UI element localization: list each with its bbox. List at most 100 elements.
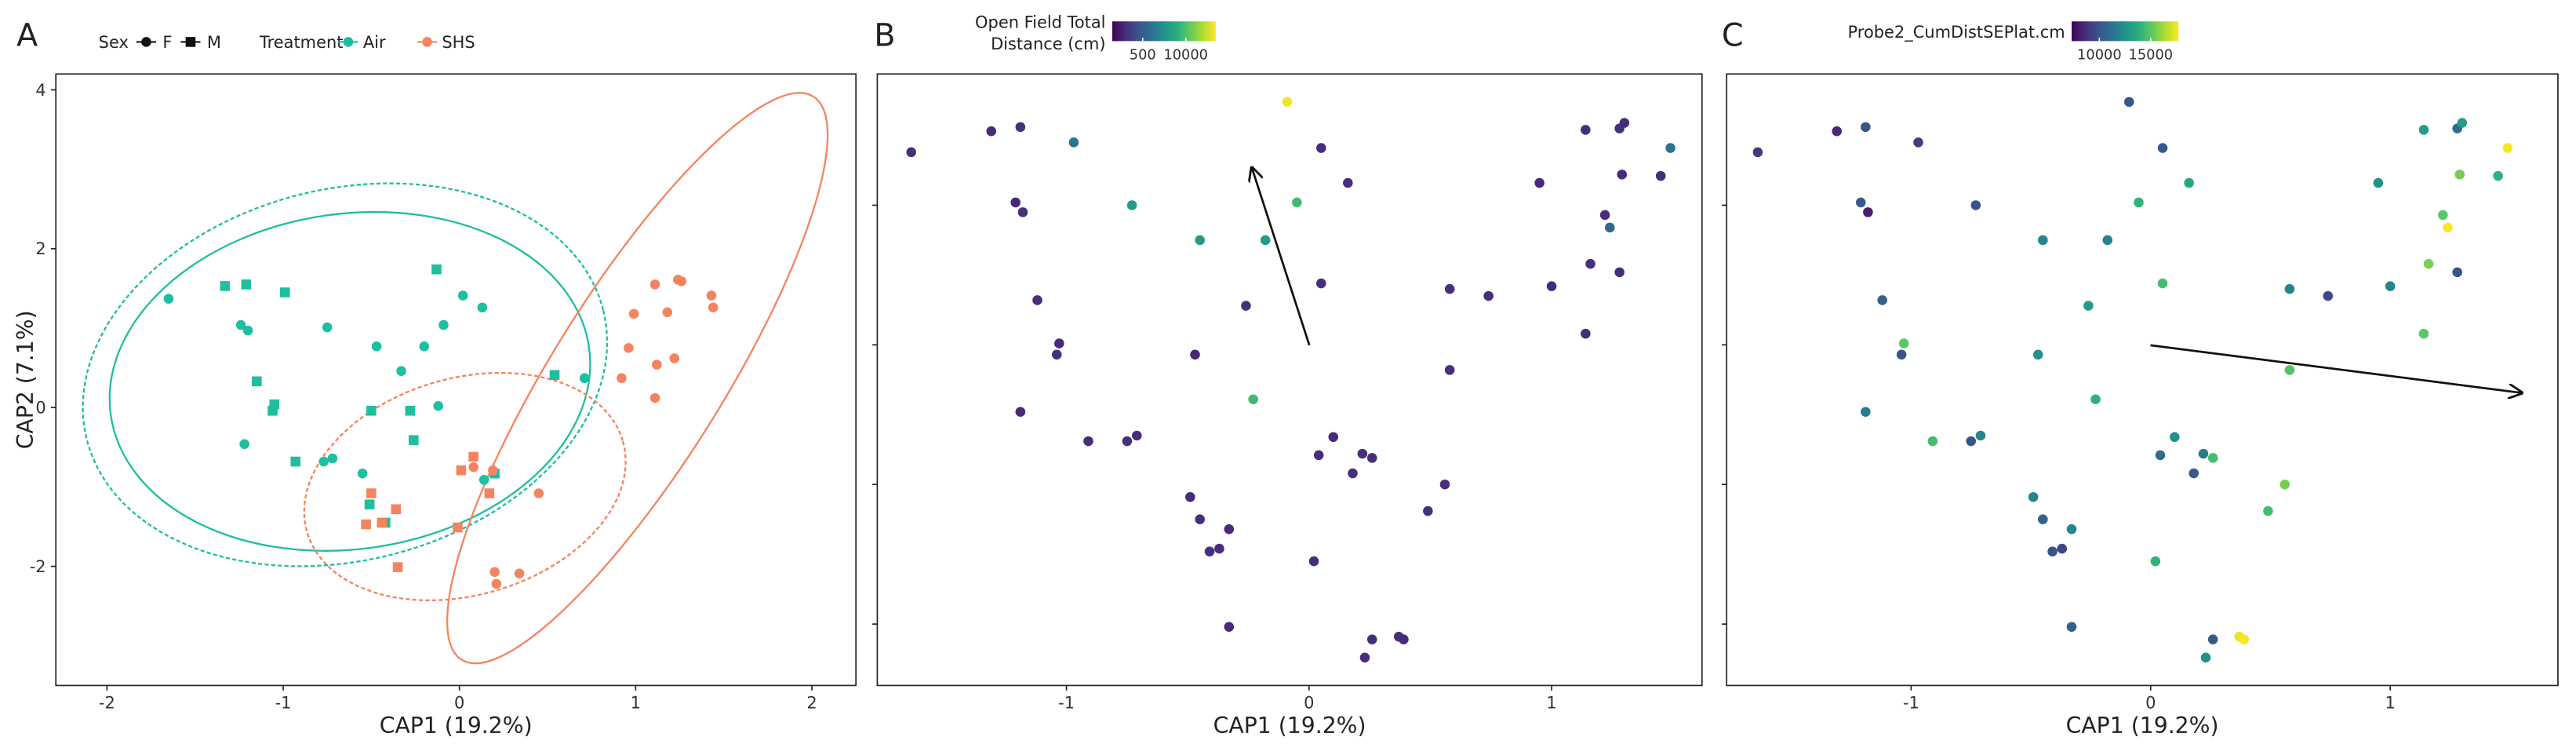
point (2423, 258, 2434, 269)
ellipse (108, 210, 591, 552)
point (1896, 349, 1907, 360)
point (533, 488, 544, 498)
point (1975, 430, 1986, 441)
colorbar (1112, 21, 1216, 42)
point (676, 276, 687, 286)
point (669, 353, 680, 363)
vector-arrow (2150, 344, 2522, 393)
point (279, 287, 290, 297)
point (491, 578, 502, 589)
x-axis-title: CAP1 (19.2%) (1213, 713, 1366, 739)
x-tick-label: -1 (1903, 694, 1919, 713)
point (408, 435, 419, 446)
point (1241, 301, 1251, 311)
point (2189, 468, 2199, 479)
point (2418, 125, 2429, 135)
point (438, 319, 449, 330)
point (1308, 556, 1319, 567)
point (2155, 450, 2166, 461)
point (2284, 365, 2295, 375)
x-tick-label: -1 (1058, 694, 1075, 713)
point (1032, 295, 1042, 305)
point (1585, 258, 1595, 269)
y-tick-label: 2 (35, 239, 45, 258)
point (1010, 197, 1021, 208)
point (1260, 235, 1271, 246)
point (1444, 283, 1455, 294)
point (1534, 177, 1545, 188)
point (2047, 546, 2058, 556)
point (1752, 147, 1763, 158)
point (242, 325, 253, 336)
point (457, 290, 468, 301)
point (706, 290, 717, 301)
colorbar-tick-label: 15000 (2129, 46, 2174, 63)
point (1348, 468, 1358, 479)
point (468, 451, 478, 462)
point (1316, 143, 1326, 153)
point (361, 519, 371, 530)
point (1292, 197, 1302, 208)
point (419, 341, 430, 352)
point (2032, 349, 2043, 360)
x-tick-label: 1 (2385, 694, 2396, 713)
point (364, 499, 375, 509)
point (2134, 197, 2144, 208)
point (1195, 514, 1205, 524)
point (1898, 338, 1909, 348)
ellipse (303, 371, 627, 601)
point (2438, 210, 2448, 221)
point (1439, 479, 1450, 490)
point (484, 488, 495, 498)
point (1122, 436, 1133, 447)
point (2452, 267, 2462, 278)
point (1444, 365, 1455, 375)
colorbar-title: Distance (cm) (991, 35, 1105, 53)
point (1581, 125, 1591, 135)
plot-frame (55, 73, 857, 687)
y-axis-title: CAP2 (7.1%) (13, 310, 38, 449)
point (906, 147, 916, 158)
plot-frame (876, 73, 1703, 687)
point (1665, 143, 1675, 153)
point (478, 475, 489, 485)
point (2124, 97, 2134, 108)
colorbar-tick-label: 500 (1130, 46, 1156, 63)
legend-label: M (207, 33, 221, 52)
point (1313, 450, 1324, 461)
point (327, 453, 338, 464)
point (1195, 235, 1205, 246)
point (1861, 407, 1871, 418)
plot-frame (1726, 73, 2559, 687)
legend-label: SHS (442, 33, 475, 52)
point (1017, 207, 1028, 217)
point (2038, 235, 2048, 246)
x-tick-label: 1 (631, 694, 641, 713)
point (2418, 328, 2429, 339)
point (377, 517, 387, 528)
point (1343, 177, 1353, 188)
point (477, 302, 488, 313)
point (1399, 634, 1409, 644)
vector-arrow (1252, 168, 1311, 346)
point (2028, 491, 2039, 502)
point (1581, 328, 1591, 339)
point (2457, 118, 2468, 128)
point (649, 392, 660, 403)
point (652, 359, 662, 370)
x-tick-label: 2 (806, 694, 817, 713)
point (290, 456, 301, 467)
point (2102, 235, 2113, 246)
point (163, 294, 174, 304)
point (2493, 170, 2503, 181)
legend-title: Sex (99, 33, 129, 52)
point (392, 562, 403, 572)
x-tick-label: -2 (99, 694, 115, 713)
point (2066, 524, 2077, 535)
point (396, 366, 406, 376)
point (235, 319, 246, 330)
point (2373, 177, 2384, 188)
point (391, 504, 402, 515)
point (1214, 543, 1224, 554)
point (1913, 137, 1923, 148)
